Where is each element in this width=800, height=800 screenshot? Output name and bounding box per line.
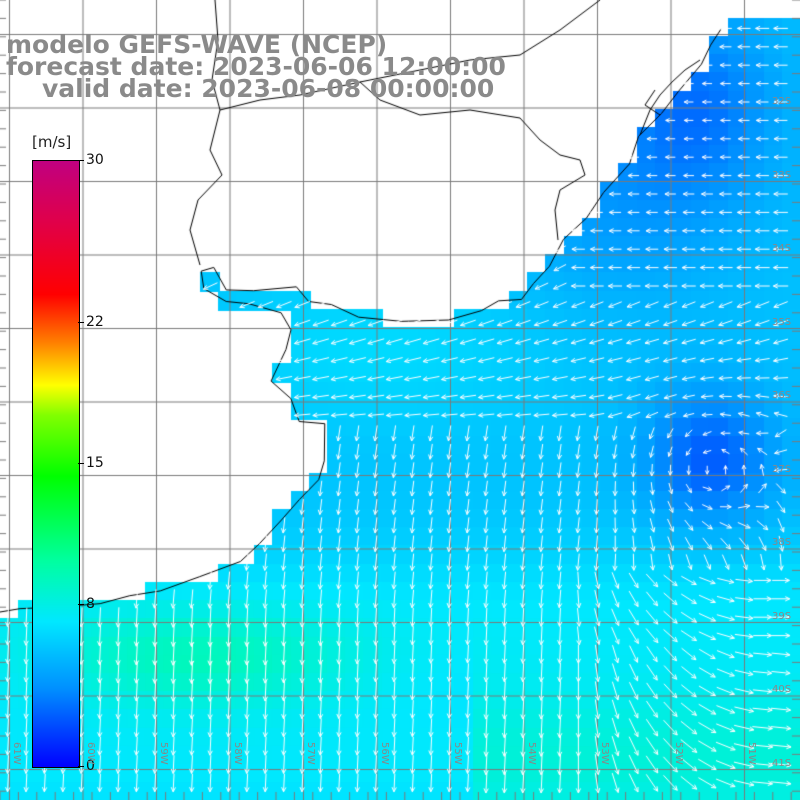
model-title: modelo GEFS-WAVE (NCEP) xyxy=(6,30,388,59)
colorbar-tick-label: 30 xyxy=(86,152,104,168)
valid-date: valid date: 2023-06-08 00:00:00 xyxy=(42,74,495,103)
longitude-label: 56W xyxy=(378,742,390,765)
latitude-label: 32S xyxy=(772,96,792,107)
latitude-label: 39S xyxy=(772,610,792,622)
longitude-label: 59W xyxy=(158,742,169,765)
colorbar-tick-mark xyxy=(78,321,84,323)
colorbar-unit: [m/s] xyxy=(32,133,72,151)
colorbar-tick-label: 15 xyxy=(86,455,104,471)
longitude-label: 52W xyxy=(672,742,684,765)
forecast-date: forecast date: 2023-06-06 12:00:00 xyxy=(6,52,506,81)
longitude-label: 53W xyxy=(599,742,610,765)
longitude-label: 57W xyxy=(305,742,316,765)
colorbar-tick-label: 0 xyxy=(86,758,95,774)
colorbar xyxy=(32,160,80,768)
longitude-label: 55W xyxy=(452,742,463,765)
latitude-label: 36S xyxy=(772,390,792,401)
latitude-label: 41S xyxy=(772,757,792,769)
longitude-label: 58W xyxy=(231,742,243,765)
colorbar-tick-mark xyxy=(78,766,84,767)
longitude-label: 60W xyxy=(84,742,96,765)
colorbar-tick-mark xyxy=(78,604,84,606)
longitude-label: 61W xyxy=(11,742,22,765)
longitude-label: 54W xyxy=(525,742,537,765)
latitude-label: 34S xyxy=(772,243,792,254)
longitude-label: 51W xyxy=(746,742,757,765)
colorbar-tick-mark xyxy=(78,463,84,464)
latitude-label: 38S xyxy=(772,537,792,548)
latitude-label: 40S xyxy=(772,684,792,695)
colorbar-tick-mark xyxy=(78,160,84,161)
colorbar-tick-label: 8 xyxy=(86,596,95,613)
latitude-label: 35S xyxy=(772,316,792,328)
latitude-label: 33S xyxy=(772,169,792,181)
colorbar-tick-label: 22 xyxy=(86,313,104,330)
latitude-label: 37S xyxy=(772,463,792,475)
